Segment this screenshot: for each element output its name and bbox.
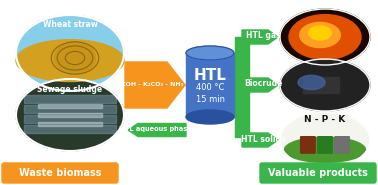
FancyArrow shape (128, 124, 186, 137)
Ellipse shape (280, 59, 370, 111)
Ellipse shape (16, 15, 124, 91)
FancyBboxPatch shape (24, 125, 116, 133)
Text: HTL: HTL (194, 68, 226, 83)
FancyBboxPatch shape (24, 95, 116, 103)
FancyBboxPatch shape (302, 77, 339, 93)
Ellipse shape (55, 42, 95, 74)
Text: N - P - K: N - P - K (304, 115, 345, 124)
Ellipse shape (16, 79, 124, 151)
FancyBboxPatch shape (260, 163, 376, 183)
Ellipse shape (300, 22, 340, 48)
Text: Sewage sludge: Sewage sludge (37, 85, 102, 94)
Ellipse shape (285, 137, 366, 162)
Ellipse shape (186, 110, 234, 124)
FancyBboxPatch shape (37, 113, 102, 117)
Text: Valuable products: Valuable products (268, 168, 368, 178)
Text: KOH - K₂CO₃ - NH₃: KOH - K₂CO₃ - NH₃ (121, 83, 183, 88)
Ellipse shape (298, 75, 325, 90)
Ellipse shape (289, 15, 361, 59)
Ellipse shape (280, 112, 370, 168)
FancyBboxPatch shape (24, 115, 116, 123)
FancyArrow shape (242, 30, 278, 44)
FancyBboxPatch shape (235, 37, 249, 137)
FancyArrow shape (242, 133, 278, 147)
Ellipse shape (55, 42, 95, 74)
FancyBboxPatch shape (301, 137, 315, 153)
FancyBboxPatch shape (318, 137, 332, 153)
Text: Biocrude: Biocrude (244, 80, 282, 88)
Ellipse shape (309, 26, 331, 40)
FancyBboxPatch shape (335, 137, 349, 153)
FancyBboxPatch shape (234, 78, 242, 92)
Text: HTL gas: HTL gas (246, 31, 280, 41)
Ellipse shape (280, 9, 370, 65)
FancyBboxPatch shape (37, 122, 102, 126)
FancyArrow shape (125, 62, 185, 108)
Text: 15 min: 15 min (195, 95, 225, 103)
FancyBboxPatch shape (37, 104, 102, 108)
Text: Waste biomass: Waste biomass (19, 168, 101, 178)
FancyBboxPatch shape (24, 105, 116, 113)
FancyArrow shape (242, 78, 278, 92)
Text: HTL solids: HTL solids (241, 134, 285, 144)
Text: HTL aqueous phase: HTL aqueous phase (119, 127, 191, 132)
FancyBboxPatch shape (186, 53, 234, 117)
Text: 400 °C: 400 °C (196, 83, 224, 92)
FancyBboxPatch shape (2, 163, 118, 183)
Ellipse shape (16, 40, 124, 82)
Ellipse shape (186, 46, 234, 60)
Text: Wheat straw: Wheat straw (43, 20, 98, 29)
